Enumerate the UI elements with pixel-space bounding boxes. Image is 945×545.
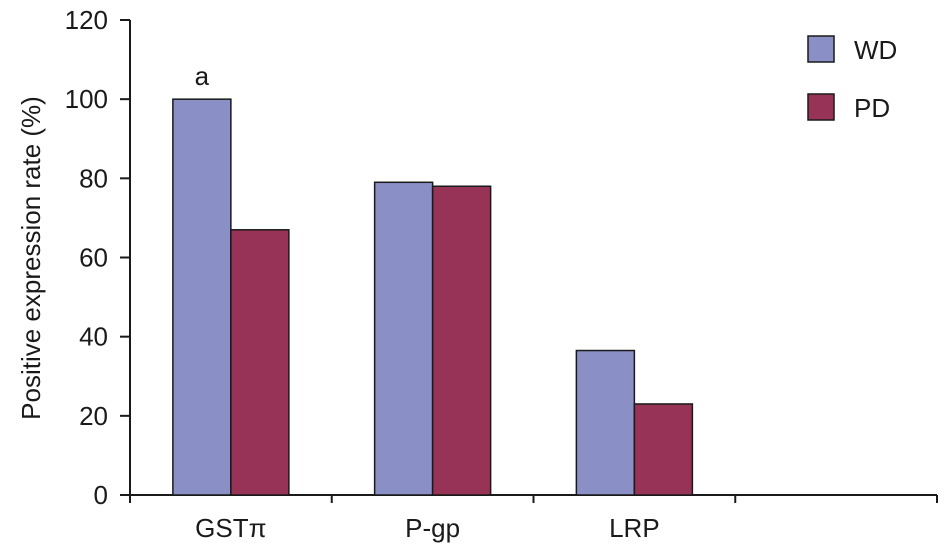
bar-pd-0 (230, 229, 290, 496)
bars (172, 98, 694, 496)
y-tick-label: 80 (79, 163, 108, 193)
labels: 0 20 40 60 80 100 120 GSTπ P-gp LRP a (65, 5, 660, 543)
legend: WD PD (807, 35, 897, 123)
bar-wd-0 (172, 98, 232, 496)
y-tick-label: 100 (65, 84, 108, 114)
bar-pd-2 (633, 403, 694, 496)
y-tick-label: 60 (79, 243, 108, 273)
y-tick-label: 40 (79, 322, 108, 352)
legend-swatch-wd (807, 35, 835, 63)
legend-label-wd: WD (854, 35, 897, 65)
y-tick-label: 0 (94, 480, 108, 510)
y-axis-label: Positive expression rate (%) (16, 96, 46, 420)
x-category-label: P-gp (405, 513, 460, 543)
bar-pd-1 (431, 185, 492, 496)
x-category-label: GSTπ (195, 513, 266, 543)
x-category-label: LRP (609, 513, 660, 543)
y-tick-label: 120 (65, 5, 108, 35)
annotation-label: a (195, 61, 210, 91)
legend-swatch-pd (807, 93, 835, 121)
bar-wd-1 (373, 181, 434, 496)
y-tick-label: 20 (79, 401, 108, 431)
bar-wd-2 (575, 349, 636, 496)
legend-label-pd: PD (854, 93, 890, 123)
